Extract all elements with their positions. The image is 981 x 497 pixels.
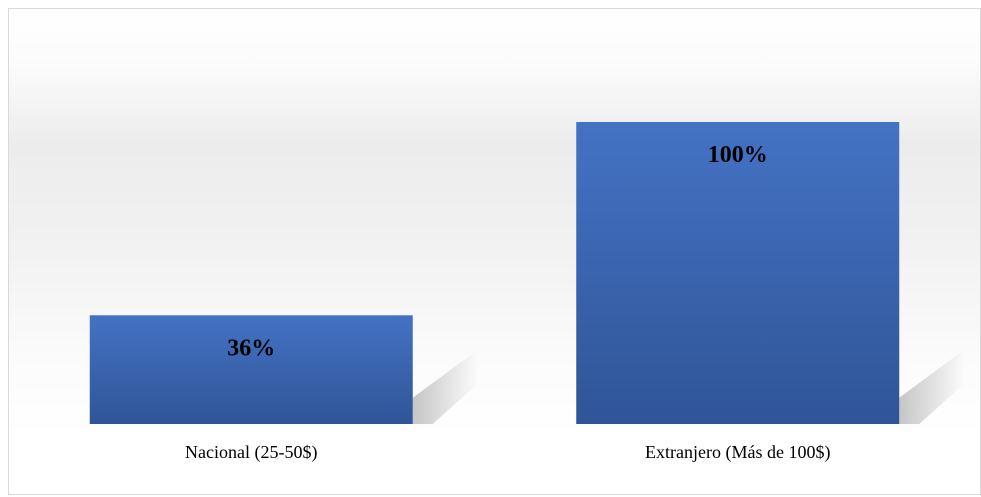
bar (576, 122, 900, 424)
data-labels: 36% 100% (227, 142, 768, 361)
bar (89, 315, 413, 424)
x-tick-label: Extranjero (Más de 100$) (645, 442, 830, 463)
chart-area: 36% 100% Nacional (25-50$) Extranjero (Más… (8, 8, 981, 495)
bars (89, 122, 900, 424)
x-axis-tick-labels: Nacional (25-50$) Extranjero (Más de 100$… (185, 442, 830, 463)
x-tick-label: Nacional (25-50$) (185, 442, 317, 463)
bar-chart: 36% 100% Nacional (25-50$) Extranjero (Más… (89, 122, 966, 463)
data-label: 36% (227, 335, 275, 361)
bar-shadow (412, 349, 479, 424)
bar-shadows (412, 349, 966, 424)
data-label: 100% (708, 142, 768, 168)
bar-shadow (899, 349, 966, 424)
